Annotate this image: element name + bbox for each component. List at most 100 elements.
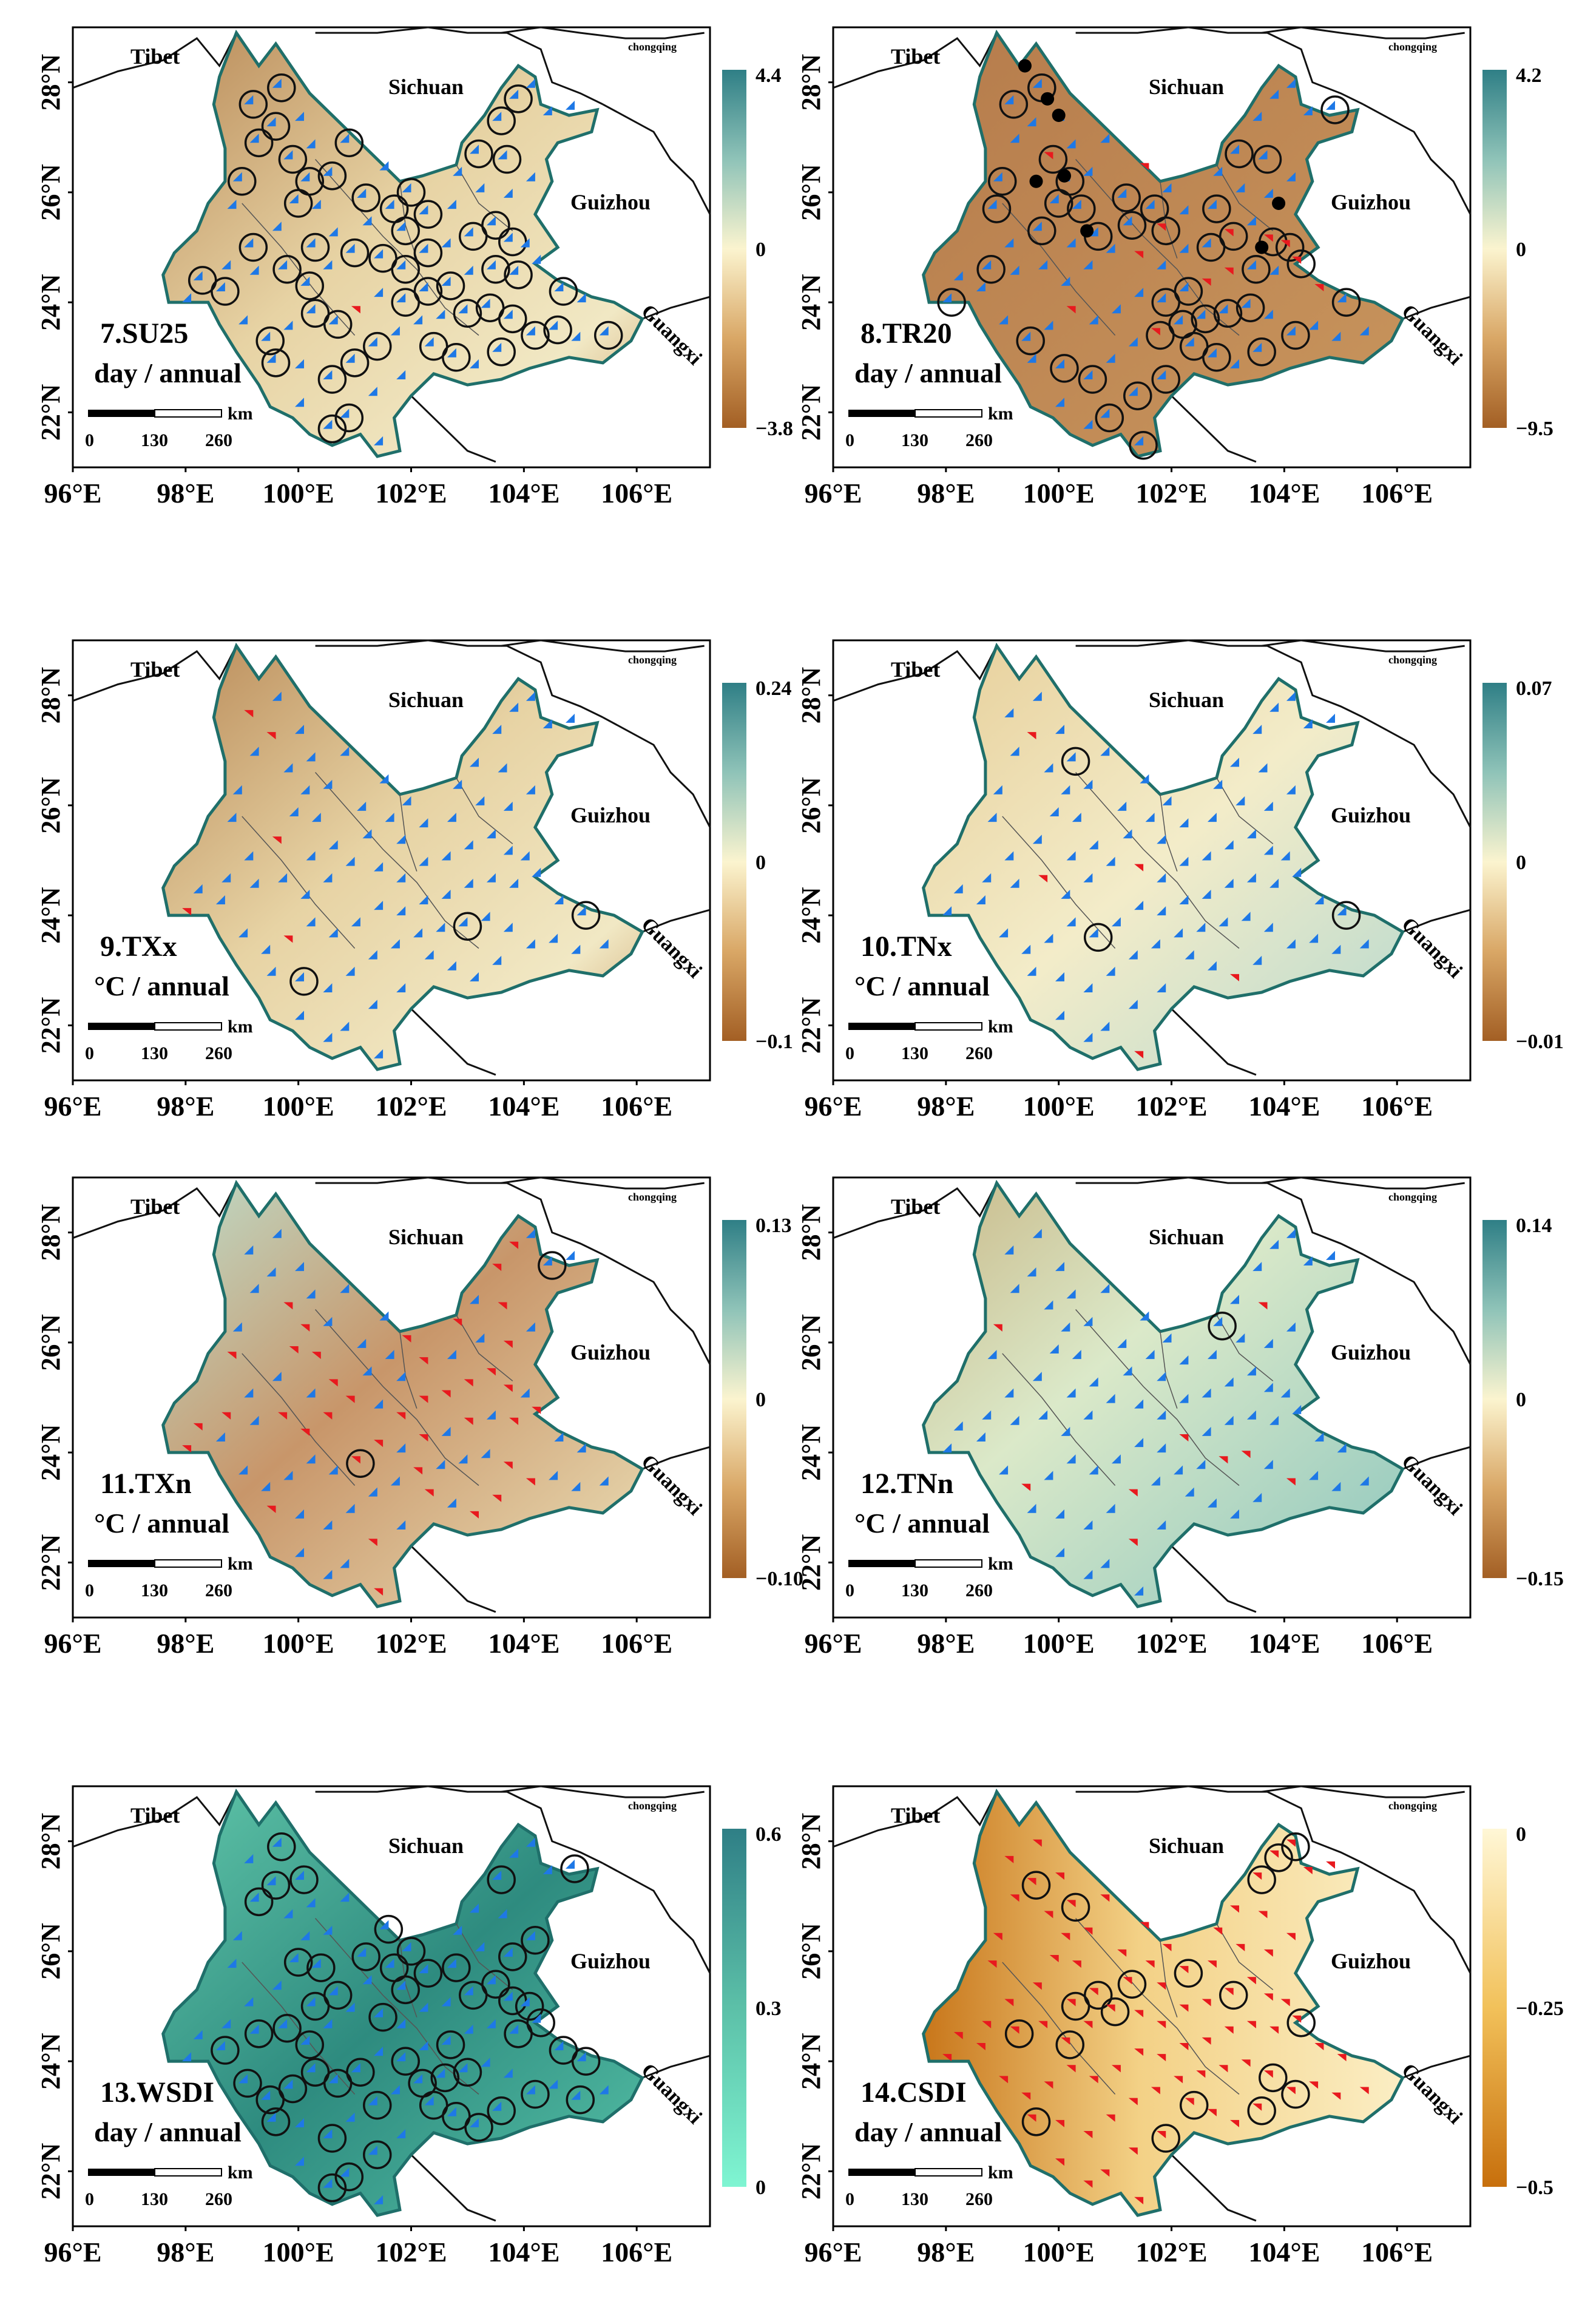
- scalebar-white: [914, 1022, 982, 1031]
- station-decrease: [1151, 2087, 1160, 2095]
- station-increase: [1100, 1284, 1110, 1293]
- black-dot-marker: [1080, 224, 1094, 238]
- station-increase: [509, 2024, 519, 2034]
- station-increase: [1326, 100, 1336, 110]
- station-increase: [436, 923, 445, 932]
- station-increase: [272, 1228, 282, 1238]
- station-increase: [306, 1898, 316, 1908]
- station-increase: [1038, 260, 1048, 269]
- station-increase: [1309, 1471, 1319, 1480]
- colorbar-max-label: 4.4: [756, 64, 782, 87]
- significance-circle: [413, 1959, 443, 1988]
- scalebar-unit: km: [988, 2163, 1013, 2183]
- significance-circle: [988, 167, 1017, 196]
- label-guizhou: Guizhou: [1331, 1340, 1411, 1364]
- station-increase: [1213, 166, 1223, 176]
- station-increase: [1128, 337, 1138, 347]
- station-increase: [306, 238, 316, 248]
- significance-circle: [1281, 2079, 1310, 2109]
- station-increase: [1140, 774, 1149, 784]
- lon-tick-label: 96°E: [44, 1091, 101, 1122]
- label-guizhou: Guizhou: [570, 190, 651, 214]
- province-border: [602, 1253, 711, 1365]
- station-increase: [396, 370, 406, 380]
- station-increase: [396, 1980, 406, 1990]
- station-decrease: [1202, 1999, 1211, 2007]
- lon-tick-label: 98°E: [157, 1628, 214, 1659]
- black-dot-marker: [1041, 92, 1055, 106]
- station-increase: [1106, 1503, 1115, 1513]
- station-increase: [1174, 315, 1183, 325]
- station-increase: [464, 1986, 473, 1996]
- significance-circle: [937, 288, 966, 317]
- colorbar-mid-label: 0: [756, 1389, 766, 1411]
- significance-circle: [1016, 326, 1045, 356]
- significance-circle: [1078, 365, 1107, 394]
- station-increase: [328, 840, 338, 850]
- lat-tick-label: 28°N: [36, 54, 66, 111]
- station-decrease: [1134, 2010, 1144, 2017]
- station-increase: [458, 2063, 468, 2073]
- station-increase: [295, 725, 305, 734]
- panel-11: TibetSichuanchongqingGuizhouGuangxi11.TX…: [36, 1176, 803, 1659]
- station-increase: [464, 227, 473, 237]
- significance-circle: [1179, 331, 1209, 361]
- station-increase: [1179, 1394, 1189, 1403]
- station-increase: [1049, 194, 1059, 204]
- prefecture-border: [1002, 1353, 1116, 1486]
- panel-units: day / annual: [854, 2116, 1002, 2147]
- station-increase: [379, 774, 389, 784]
- station-increase: [1117, 801, 1127, 811]
- station-decrease: [1066, 1999, 1076, 2007]
- label-tibet: Tibet: [130, 1194, 180, 1219]
- label-tibet: Tibet: [130, 1803, 180, 1828]
- station-increase: [1196, 310, 1206, 319]
- significance-circle: [306, 1953, 336, 1982]
- lat-tick-label: 22°N: [796, 2143, 826, 2200]
- station-increase: [953, 271, 963, 280]
- colorbar-min-label: −9.5: [1516, 418, 1553, 440]
- province-border: [833, 32, 998, 89]
- station-decrease: [1174, 2076, 1183, 2084]
- scalebar-tick: 260: [965, 2189, 993, 2209]
- station-increase: [413, 928, 423, 938]
- lat-tick-label: 22°N: [796, 997, 826, 1054]
- station-decrease: [1280, 1999, 1290, 2007]
- colorbar-max-label: 0.24: [756, 677, 792, 700]
- scalebar-unit: km: [228, 2163, 253, 2183]
- station-increase: [976, 895, 985, 905]
- station-increase: [1246, 260, 1256, 269]
- station-increase: [402, 796, 411, 805]
- station-increase: [526, 1228, 535, 1238]
- panel-10: TibetSichuanchongqingGuizhouGuangxi10.TN…: [796, 639, 1564, 1122]
- station-increase: [1083, 260, 1093, 269]
- significance-circle: [1252, 144, 1282, 174]
- station-increase: [1106, 966, 1115, 976]
- significance-circle: [498, 1942, 527, 1971]
- station-increase: [1230, 1295, 1240, 1304]
- significance-circle: [238, 90, 268, 119]
- province-border: [1261, 26, 1465, 39]
- station-increase: [1157, 983, 1166, 993]
- colorbar: [722, 683, 746, 1041]
- station-decrease: [1004, 1999, 1014, 2007]
- station-increase: [311, 813, 321, 822]
- lat-tick-label: 22°N: [796, 384, 826, 441]
- station-increase: [374, 2047, 384, 2056]
- station-increase: [249, 265, 259, 275]
- station-increase: [311, 1959, 321, 1968]
- station-increase: [509, 89, 519, 99]
- station-increase: [261, 2090, 271, 2100]
- panel-title: 10.TNx: [860, 930, 952, 963]
- lon-tick-label: 104°E: [488, 1628, 559, 1659]
- station-increase: [566, 1250, 575, 1260]
- station-increase: [419, 2002, 428, 2012]
- station-increase: [576, 293, 586, 303]
- station-decrease: [1224, 1988, 1234, 1996]
- station-increase: [475, 183, 485, 192]
- station-decrease: [1055, 2158, 1065, 2166]
- station-increase: [1066, 238, 1076, 248]
- significance-circle: [1021, 1871, 1051, 1900]
- station-decrease: [942, 2054, 952, 2062]
- station-increase: [357, 188, 367, 198]
